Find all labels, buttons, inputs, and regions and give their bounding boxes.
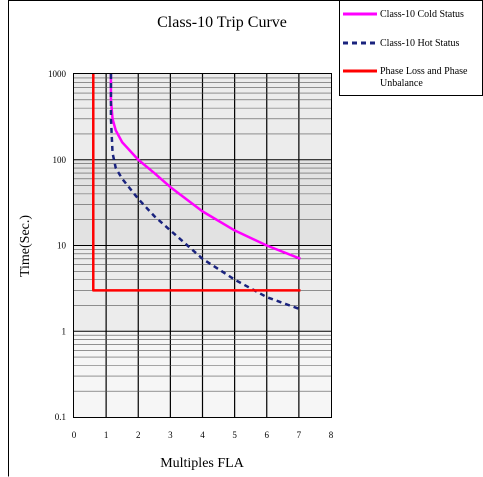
y-tick-label: 100	[53, 155, 67, 165]
x-tick-label: 4	[200, 430, 205, 440]
x-tick-labels: 0 1 2 3 4 5 6 7 8	[72, 430, 334, 440]
legend-label-phase-loss: Phase Loss and Phase Unbalance	[380, 66, 468, 89]
y-tick-label: 1000	[48, 69, 67, 79]
y-axis-title: Time(Sec.)	[18, 215, 33, 277]
x-tick-label: 2	[136, 430, 141, 440]
legend-label-line: Unbalance	[380, 78, 423, 89]
hot-status-line	[109, 74, 301, 311]
cold-status-line	[109, 74, 301, 260]
plot-frame	[73, 73, 332, 418]
x-tick-label: 0	[72, 430, 77, 440]
data-series	[92, 74, 301, 311]
y-tick-label: 10	[57, 241, 67, 251]
x-tick-label: 3	[168, 430, 173, 440]
y-tick-label: 1	[62, 326, 67, 336]
chart-title: Class-10 Trip Curve	[157, 14, 287, 31]
legend-label-cold: Class-10 Cold Status	[380, 9, 464, 20]
x-tick-label: 8	[329, 430, 334, 440]
x-axis-title: Multiples FLA	[160, 456, 245, 471]
x-tick-label: 7	[297, 430, 302, 440]
gridlines	[74, 74, 331, 417]
x-tick-label: 6	[265, 430, 270, 440]
legend-label-line: Phase Loss and Phase	[380, 66, 468, 77]
legend-box	[339, 0, 483, 96]
y-tick-label: 0.1	[55, 412, 66, 422]
x-tick-label: 1	[104, 430, 109, 440]
legend: Class-10 Cold Status Class-10 Hot Status…	[339, 0, 483, 96]
x-tick-label: 5	[232, 430, 237, 440]
y-tick-labels: 1000 100 10 1 0.1	[48, 69, 67, 422]
legend-label-hot: Class-10 Hot Status	[380, 38, 460, 49]
phase-loss-line	[92, 74, 301, 292]
